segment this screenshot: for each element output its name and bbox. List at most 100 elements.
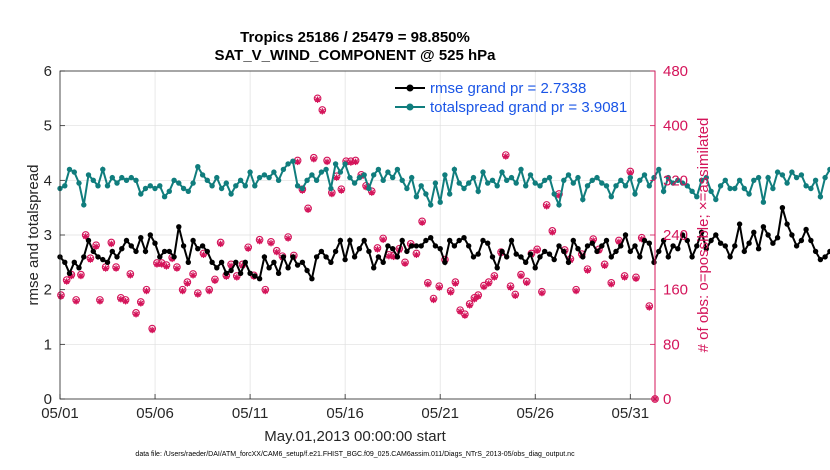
point-totalspread bbox=[256, 174, 263, 181]
point-totalspread bbox=[556, 202, 562, 208]
point-totalspread bbox=[613, 183, 619, 189]
legend: rmse grand pr = 2.7338 totalspread grand… bbox=[395, 80, 627, 116]
point-rmse bbox=[109, 248, 116, 255]
point-rmse bbox=[556, 243, 562, 249]
point-totalspread bbox=[523, 183, 529, 189]
obs-assimilated-point bbox=[122, 298, 129, 305]
point-rmse bbox=[812, 248, 819, 255]
point-totalspread bbox=[109, 174, 116, 181]
series-layer bbox=[57, 158, 830, 282]
point-totalspread bbox=[423, 191, 429, 197]
obs-assimilated-point bbox=[456, 308, 464, 315]
point-totalspread bbox=[774, 169, 781, 175]
obs-assimilated-point bbox=[517, 272, 525, 280]
obs-assimilated-point bbox=[244, 245, 252, 252]
point-totalspread bbox=[713, 196, 719, 203]
point-totalspread bbox=[546, 174, 553, 181]
point-rmse bbox=[717, 240, 724, 246]
point-totalspread bbox=[366, 185, 372, 192]
obs-assimilated-point bbox=[127, 272, 134, 279]
obs-assimilated-point bbox=[96, 298, 104, 305]
obs-assimilated-point bbox=[485, 280, 492, 287]
point-totalspread bbox=[589, 177, 595, 183]
point-rmse bbox=[508, 237, 515, 244]
point-rmse bbox=[309, 276, 315, 282]
point-rmse bbox=[774, 235, 781, 241]
point-totalspread bbox=[375, 166, 382, 173]
point-rmse bbox=[475, 251, 481, 257]
point-totalspread bbox=[218, 185, 225, 192]
point-rmse bbox=[637, 254, 643, 260]
obs-assimilated-point bbox=[117, 296, 125, 303]
point-totalspread bbox=[380, 177, 386, 183]
point-rmse bbox=[660, 237, 667, 244]
obs-assimilated-point bbox=[137, 300, 144, 307]
point-rmse bbox=[161, 248, 168, 255]
obs-assimilated-point bbox=[63, 278, 70, 285]
y-axis-right-label: # of obs: o=possible; ×=assimilated bbox=[695, 118, 712, 353]
y-right-tick-label: 80 bbox=[663, 336, 680, 353]
obs-assimilated-point bbox=[323, 158, 331, 166]
obs-assimilated-point bbox=[314, 96, 321, 103]
point-totalspread bbox=[138, 191, 144, 197]
point-rmse bbox=[385, 243, 391, 249]
point-totalspread bbox=[694, 194, 700, 200]
point-totalspread bbox=[71, 169, 78, 175]
point-rmse bbox=[409, 243, 415, 249]
point-totalspread bbox=[428, 202, 434, 208]
point-totalspread bbox=[660, 188, 667, 194]
point-totalspread bbox=[798, 172, 805, 178]
obs-assimilated-point bbox=[304, 206, 312, 213]
point-rmse bbox=[71, 259, 78, 265]
point-rmse bbox=[470, 254, 477, 260]
point-totalspread bbox=[119, 174, 125, 181]
obs-assimilated-point bbox=[72, 298, 80, 305]
obs-assimilated-point bbox=[533, 247, 541, 254]
point-rmse bbox=[199, 243, 206, 249]
point-totalspread bbox=[504, 177, 510, 183]
y-tick-label: 2 bbox=[44, 282, 52, 299]
point-totalspread bbox=[318, 169, 325, 175]
point-rmse bbox=[646, 240, 652, 246]
point-rmse bbox=[180, 243, 187, 249]
obs-assimilated-point bbox=[584, 267, 591, 274]
point-totalspread bbox=[76, 180, 82, 186]
obs-assimilated-point bbox=[543, 203, 550, 210]
point-rmse bbox=[641, 237, 648, 244]
point-rmse bbox=[447, 237, 453, 244]
obs-assimilated-point bbox=[262, 287, 269, 295]
x-axis: 05/01 05/06 05/11 05/16 05/21 05/26 05/31 bbox=[41, 394, 649, 422]
point-totalspread bbox=[551, 191, 557, 197]
obs-assimilated-point bbox=[538, 289, 546, 297]
point-rmse bbox=[565, 259, 572, 265]
point-totalspread bbox=[90, 177, 97, 183]
point-totalspread bbox=[351, 180, 358, 186]
obs-assimilated-point bbox=[424, 281, 432, 288]
y-right-tick-label: 400 bbox=[663, 118, 688, 135]
point-totalspread bbox=[275, 177, 282, 183]
point-rmse bbox=[608, 254, 614, 260]
point-totalspread bbox=[627, 174, 633, 181]
obs-assimilated-point bbox=[452, 280, 459, 287]
point-totalspread bbox=[789, 169, 795, 175]
point-rmse bbox=[157, 254, 163, 260]
point-totalspread bbox=[670, 180, 676, 186]
point-totalspread bbox=[470, 174, 477, 181]
point-rmse bbox=[603, 237, 610, 244]
legend-entry-totalspread: totalspread grand pr = 3.9081 bbox=[395, 99, 627, 116]
x-tick-label: 05/26 bbox=[516, 405, 554, 422]
obs-assimilated-point bbox=[217, 240, 224, 248]
point-rmse bbox=[570, 237, 576, 244]
obs-assimilated-point bbox=[200, 251, 207, 259]
point-rmse bbox=[708, 237, 714, 244]
point-rmse bbox=[171, 254, 177, 260]
point-rmse bbox=[428, 235, 434, 241]
point-rmse bbox=[732, 243, 738, 249]
point-rmse bbox=[713, 232, 719, 238]
point-rmse bbox=[228, 267, 234, 274]
obs-assimilated-point bbox=[413, 251, 420, 259]
obs-assimilated-point bbox=[173, 265, 181, 272]
point-totalspread bbox=[418, 183, 424, 189]
point-rmse bbox=[561, 248, 567, 255]
y-tick-label: 5 bbox=[44, 118, 52, 135]
